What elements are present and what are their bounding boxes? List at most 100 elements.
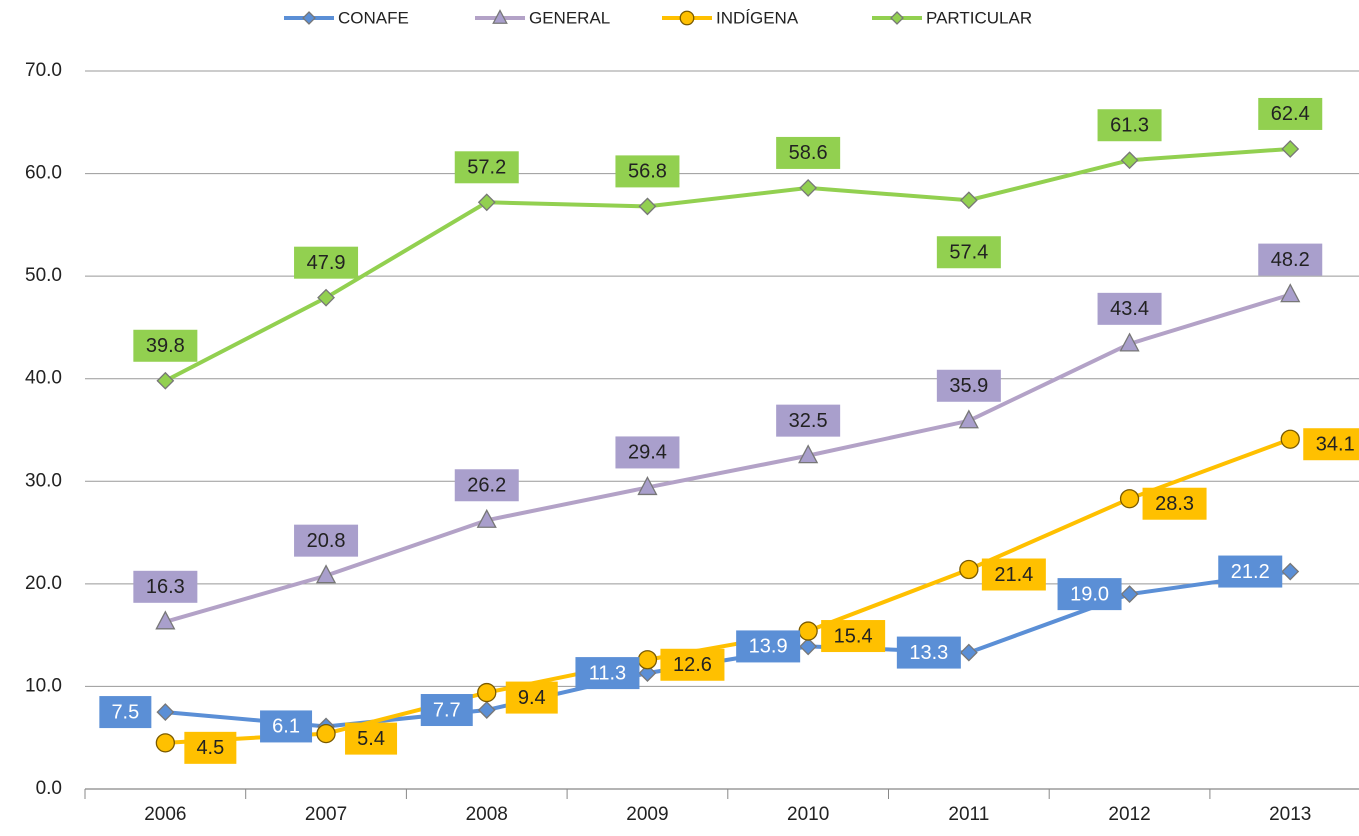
data-label-box [615,436,680,469]
data-label: 12.6 [673,654,712,676]
legend-label: CONAFE [338,8,409,27]
x-tick-label: 2010 [787,804,829,825]
data-label: 58.6 [789,142,828,164]
data-label: 9.4 [518,687,546,709]
point-marker [959,643,978,662]
series-line [164,146,1291,383]
data-label-box [615,155,680,188]
data-label: 13.9 [749,636,788,658]
data-label-box [454,151,519,184]
y-tick-label: 40.0 [25,368,62,389]
legend-marker [492,9,508,24]
point-marker [317,288,335,307]
point-marker [315,564,337,584]
data-label-box [184,731,237,764]
point-marker [1120,585,1139,604]
point-marker [1280,429,1300,449]
data-label-box [660,648,725,681]
y-tick-label: 0.0 [36,778,62,799]
point-marker [638,197,657,216]
data-label-box [133,329,198,362]
point-marker [1281,140,1300,158]
data-label: 21.4 [994,564,1033,586]
point-marker [316,723,336,744]
data-label: 62.4 [1271,103,1310,125]
data-label-box [99,696,152,729]
data-label: 6.1 [272,716,300,738]
data-label: 34.1 [1316,434,1355,456]
data-label: 35.9 [949,375,988,397]
data-label-box [260,710,313,743]
y-tick-label: 20.0 [25,573,62,594]
point-marker [156,371,175,390]
data-label-box [133,570,198,603]
data-label: 4.5 [196,737,224,759]
data-label-box [1057,578,1122,611]
data-label: 13.3 [909,642,948,664]
data-label: 57.2 [467,157,506,179]
data-label: 47.9 [307,252,346,274]
data-label: 32.5 [789,410,828,432]
x-tick-label: 2009 [626,804,668,825]
data-label-box [981,558,1046,591]
point-marker [155,733,176,753]
point-marker [477,701,496,719]
point-marker [798,444,819,464]
data-label: 28.3 [1155,493,1194,515]
point-marker [156,703,175,721]
data-label-box [1218,555,1283,588]
data-label: 7.7 [433,699,461,721]
x-tick-label: 2007 [305,804,347,825]
y-tick-label: 30.0 [25,470,62,491]
point-marker [638,664,657,683]
legend-label: PARTICULAR [926,8,1032,27]
data-label-box [1097,109,1162,142]
point-marker [798,621,818,641]
x-tick-label: 2011 [948,804,989,825]
point-marker [799,637,818,656]
legend-label: INDÍGENA [716,8,799,27]
data-label-box [821,620,886,653]
point-marker [1119,489,1140,509]
data-label-box [776,404,841,437]
point-marker [1281,562,1300,581]
data-label: 5.4 [357,728,385,750]
legend-marker [890,11,904,25]
legend-label: GENERAL [529,8,610,27]
data-label: 20.8 [307,530,346,552]
data-label: 15.4 [834,625,873,647]
point-marker [477,682,497,703]
point-marker [959,559,979,580]
data-label: 11.3 [589,662,626,684]
data-label: 39.8 [146,335,185,357]
data-label-box [420,694,473,727]
series-line [164,292,1291,624]
y-tick-label: 50.0 [25,265,62,286]
data-label: 29.4 [628,442,667,464]
data-label-box [505,681,558,714]
data-label-box [776,136,841,169]
point-marker [799,179,818,197]
data-label-box [736,630,801,663]
point-marker [1120,151,1139,170]
data-label: 56.8 [628,161,667,183]
point-marker [958,409,979,429]
data-label-box [1258,97,1323,130]
data-label-box [936,369,1001,402]
point-marker [637,476,658,496]
data-label: 7.5 [111,701,139,723]
legend-marker [302,11,316,25]
x-tick-label: 2006 [144,804,186,825]
y-tick-label: 60.0 [25,163,62,184]
data-label-box [575,657,640,690]
data-label: 26.2 [467,475,506,497]
data-label-box [896,636,961,669]
point-marker [476,508,497,528]
point-marker [959,191,978,210]
data-label: 61.3 [1110,115,1149,137]
point-marker [637,650,658,670]
x-tick-label: 2013 [1269,804,1311,825]
point-marker [477,193,496,212]
data-label-box [1142,487,1207,520]
